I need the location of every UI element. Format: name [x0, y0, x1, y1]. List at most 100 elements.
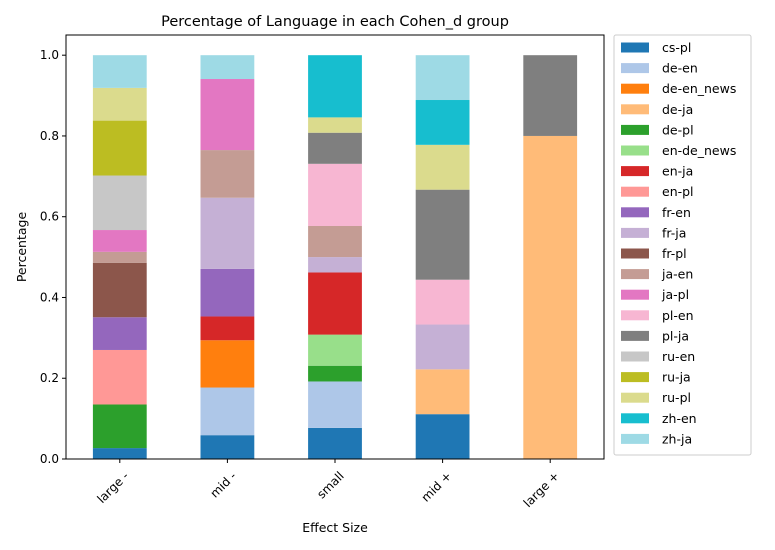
plot-area	[92, 55, 578, 459]
legend-swatch-ru-en	[621, 351, 649, 362]
bar-segment-ru-en-0	[92, 175, 147, 231]
bar-segment-ru-ja-0	[92, 120, 147, 176]
bar-segment-cs-pl-2	[308, 427, 362, 459]
legend-swatch-pl-en	[621, 310, 649, 321]
bar-segment-fr-ja-2	[308, 257, 362, 273]
legend-swatch-fr-pl	[621, 248, 649, 259]
legend-label-de-en: de-en	[662, 61, 698, 76]
legend-swatch-zh-ja	[621, 433, 649, 444]
legend-label-ru-ja: ru-ja	[662, 370, 691, 385]
bar-segment-de-en-2	[308, 381, 362, 428]
bar-segment-ru-pl-0	[92, 87, 147, 121]
legend-swatch-fr-ja	[621, 227, 649, 238]
bar-segment-de-en-1	[200, 387, 255, 436]
bar-segment-fr-ja-3	[415, 324, 470, 370]
bar-segment-fr-en-1	[200, 268, 255, 317]
legend-label-de-ja: de-ja	[662, 102, 693, 117]
legend-swatch-ja-pl	[621, 289, 649, 300]
legend-swatch-de-en	[621, 63, 649, 74]
bar-segment-ja-pl-1	[200, 79, 255, 151]
bar-segment-en-pl-0	[92, 349, 147, 405]
legend-swatch-ru-ja	[621, 372, 649, 383]
legend-swatch-ru-pl	[621, 392, 649, 403]
x-tick-label: large -	[94, 469, 131, 506]
legend-swatch-pl-ja	[621, 330, 649, 341]
x-tick-label: small	[314, 469, 347, 502]
bar-segment-pl-ja-2	[308, 132, 362, 164]
bar-segment-ja-pl-0	[92, 230, 147, 252]
legend-swatch-cs-pl	[621, 42, 649, 53]
bar-segment-de-pl-2	[308, 365, 362, 382]
bar-segment-fr-ja-1	[200, 197, 255, 269]
bar-segment-pl-ja-3	[415, 189, 470, 280]
bar-segment-cs-pl-3	[415, 414, 470, 459]
y-axis: 0.0 0.2 0.4 0.6 0.8 1.0	[40, 48, 66, 466]
legend-swatch-fr-en	[621, 207, 649, 218]
y-tick-label: 0.2	[40, 371, 59, 385]
y-tick-label: 0.0	[40, 452, 59, 466]
bar-segment-zh-ja-1	[200, 55, 255, 80]
bar-segment-en-de_news-2	[308, 334, 362, 366]
legend-label-de-en_news: de-en_news	[662, 81, 736, 96]
bar-segment-pl-en-2	[308, 163, 362, 227]
legend-label-ru-en: ru-en	[662, 349, 695, 364]
bar-segment-ja-en-1	[200, 150, 255, 198]
bar-segment-en-ja-1	[200, 316, 255, 341]
bar-segment-pl-ja-4	[523, 55, 578, 136]
legend-frame	[613, 34, 752, 456]
legend-label-fr-en: fr-en	[662, 205, 691, 220]
y-tick-label: 1.0	[40, 48, 59, 62]
legend-label-ru-pl: ru-pl	[662, 390, 691, 405]
legend-swatch-de-ja	[621, 104, 649, 115]
bar-segment-zh-en-3	[415, 100, 470, 145]
legend-label-pl-ja: pl-ja	[662, 328, 689, 343]
legend-swatch-en-pl	[621, 186, 649, 197]
y-axis-label: Percentage	[14, 212, 29, 283]
x-axis-label: Effect Size	[302, 520, 368, 535]
legend-swatch-ja-en	[621, 269, 649, 280]
bar-segment-zh-ja-3	[415, 55, 470, 101]
legend-label-ja-en: ja-en	[661, 267, 693, 282]
legend-swatch-de-pl	[621, 124, 649, 135]
x-axis: large - mid - small mid + large +	[94, 459, 562, 510]
bar-segment-de-pl-0	[92, 404, 147, 449]
bar-segment-de-en_news-1	[200, 340, 255, 388]
y-tick-label: 0.6	[40, 210, 59, 224]
bar-segment-zh-ja-0	[92, 55, 147, 88]
legend-label-zh-en: zh-en	[662, 411, 697, 426]
bar-segment-cs-pl-1	[200, 435, 255, 459]
legend-label-cs-pl: cs-pl	[662, 40, 691, 55]
bar-segment-ru-pl-2	[308, 117, 362, 133]
bar-segment-en-ja-2	[308, 272, 362, 335]
bar-segment-ja-en-2	[308, 226, 362, 258]
bar-segment-fr-en-0	[92, 317, 147, 350]
x-tick-label: mid -	[208, 469, 240, 501]
bar-segment-pl-en-3	[415, 279, 470, 325]
bar-segment-de-ja-4	[523, 135, 578, 459]
chart-title: Percentage of Language in each Cohen_d g…	[161, 14, 509, 30]
y-tick-label: 0.4	[40, 290, 59, 304]
bar-segment-ja-en-0	[92, 251, 147, 263]
legend-label-zh-ja: zh-ja	[662, 431, 692, 446]
bar-segment-fr-pl-0	[92, 262, 147, 318]
legend-label-en-ja: en-ja	[662, 164, 693, 179]
legend-swatch-de-en_news	[621, 83, 649, 94]
bar-segment-cs-pl-0	[92, 448, 147, 459]
bar-segment-de-ja-3	[415, 369, 470, 415]
legend-swatch-en-de_news	[621, 145, 649, 156]
legend: cs-pl de-en de-en_news de-ja de-pl en-de_news…	[613, 34, 752, 456]
legend-label-ja-pl: ja-pl	[661, 287, 689, 302]
legend-swatch-en-ja	[621, 166, 649, 177]
x-tick-label: large +	[521, 469, 562, 510]
legend-swatch-zh-en	[621, 413, 649, 424]
legend-label-pl-en: pl-en	[662, 308, 694, 323]
y-tick-label: 0.8	[40, 129, 59, 143]
legend-label-en-pl: en-pl	[662, 184, 694, 199]
legend-label-fr-ja: fr-ja	[662, 225, 686, 240]
legend-label-en-de_news: en-de_news	[662, 143, 736, 158]
legend-label-de-pl: de-pl	[662, 122, 694, 137]
legend-label-fr-pl: fr-pl	[662, 246, 687, 261]
x-tick-label: mid +	[419, 469, 455, 505]
bar-segment-ru-pl-3	[415, 144, 470, 190]
